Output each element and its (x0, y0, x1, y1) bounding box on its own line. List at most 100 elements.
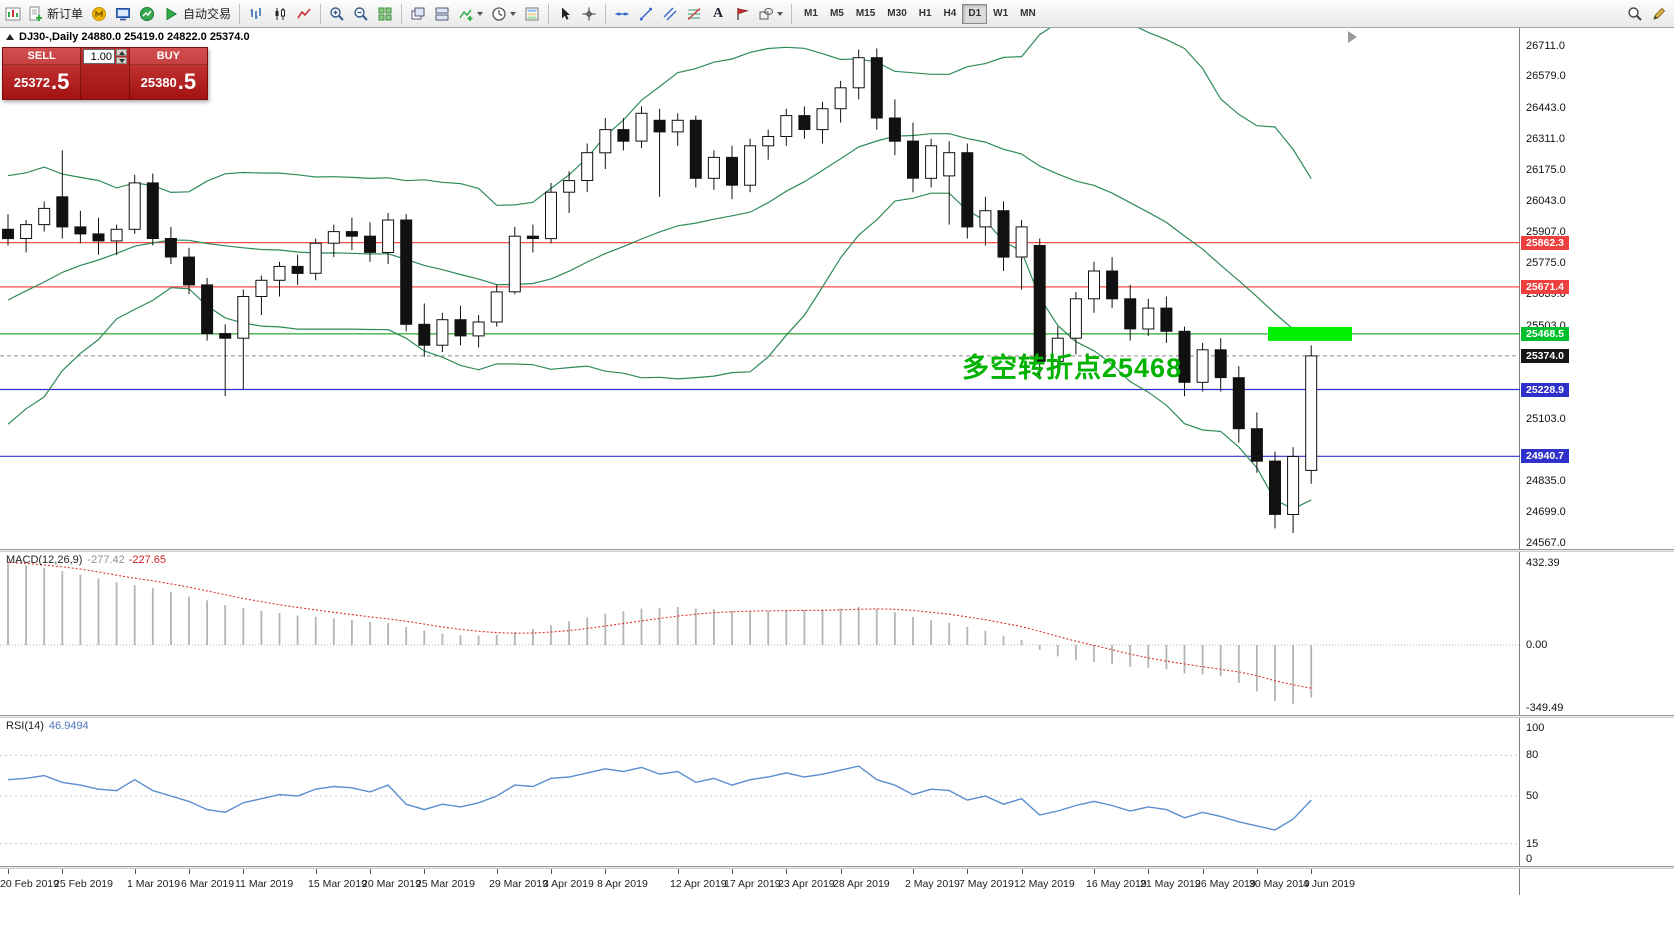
new-order-button[interactable]: 新订单 (23, 2, 87, 26)
zoom-in-button[interactable] (325, 2, 349, 26)
time-axis-label: 7 May 2019 (959, 878, 1014, 890)
indicators-button[interactable] (454, 2, 487, 26)
indicators-caret-icon (477, 11, 484, 16)
highlight-zone[interactable] (1268, 326, 1352, 341)
time-axis-label: 11 Mar 2019 (235, 878, 294, 890)
tile-windows-button[interactable] (373, 2, 397, 26)
chart-shift-marker[interactable] (1348, 31, 1357, 43)
timeframe-mn-button[interactable]: MN (1014, 4, 1042, 24)
timeframe-m30-button[interactable]: M30 (881, 4, 912, 24)
chart-title-ohlc: DJ30-,Daily 24880.0 25419.0 24822.0 2537… (19, 31, 250, 43)
main-plot: DJ30-,Daily 24880.0 25419.0 24822.0 2537… (0, 28, 1520, 549)
macd-axis[interactable]: 432.39 0.00 -349.49 (1520, 552, 1674, 715)
buy-label: BUY (129, 48, 207, 65)
templates-button[interactable] (520, 2, 544, 26)
timeframe-w1-button[interactable]: W1 (987, 4, 1014, 24)
line-chart-button[interactable] (292, 2, 316, 26)
label-button[interactable] (730, 2, 754, 26)
edit-button[interactable] (1647, 2, 1671, 26)
axis-value-label: 0 (1526, 853, 1533, 865)
fibonacci-button[interactable] (682, 2, 706, 26)
chart-annotation: 多空转折点25468 (962, 353, 1183, 383)
axis-value-label: 25907.0 (1526, 226, 1566, 239)
timeframe-h4-button[interactable]: H4 (938, 4, 963, 24)
channel-button[interactable] (658, 2, 682, 26)
auto-trading-label: 自动交易 (183, 7, 232, 21)
price-badge: 25228.9 (1521, 382, 1569, 397)
main-chart-panel: DJ30-,Daily 24880.0 25419.0 24822.0 2537… (0, 28, 1674, 549)
time-axis[interactable]: 20 Feb 2019 25 Feb 2019 1 Mar 2019 6 Mar 20… (0, 869, 1520, 895)
arrange-windows-button[interactable] (430, 2, 454, 26)
new-order-label: 新订单 (47, 7, 84, 21)
metaeditor-button[interactable] (111, 2, 135, 26)
auto-trading-button[interactable]: 自动交易 (159, 2, 235, 26)
volume-increase-button[interactable] (116, 49, 127, 56)
search-button[interactable] (1623, 2, 1647, 26)
time-tick (497, 869, 498, 874)
timeframe-m15-button[interactable]: M15 (850, 4, 881, 24)
axis-value-label: 15 (1526, 837, 1539, 850)
metaeditor-icon (116, 7, 131, 20)
candlestick-chart-button[interactable] (268, 2, 292, 26)
macd-chart[interactable] (0, 552, 1520, 715)
rsi-chart[interactable] (0, 718, 1520, 866)
search-icon (1628, 6, 1642, 21)
periods-button[interactable] (487, 2, 520, 26)
zoom-out-button[interactable] (349, 2, 373, 26)
panel-splitter[interactable] (0, 549, 1674, 552)
time-axis-label: 12 Apr 2019 (670, 878, 727, 890)
time-tick (786, 869, 787, 874)
timeframe-m5-button[interactable]: M5 (824, 4, 850, 24)
candlestick-chart[interactable] (0, 28, 1520, 549)
price-badge: 25671.4 (1521, 279, 1569, 294)
time-tick (841, 869, 842, 874)
time-axis-label: 25 Feb 2019 (54, 878, 113, 890)
timeframe-d1-button[interactable]: D1 (962, 3, 988, 24)
time-tick (1022, 869, 1023, 874)
shapes-button[interactable] (754, 2, 787, 26)
cascade-windows-button[interactable] (406, 2, 430, 26)
toolbar-separator (401, 3, 403, 24)
rsi-axis[interactable]: 100 80 50 15 0 (1520, 718, 1674, 866)
text-button[interactable]: A (706, 2, 730, 26)
timeframe-h1-button[interactable]: H1 (913, 4, 938, 24)
time-tick (913, 869, 914, 874)
time-axis-label: 23 Apr 2019 (778, 878, 835, 890)
axis-value-label: 25775.0 (1526, 256, 1566, 269)
axis-value-label: 26043.0 (1526, 194, 1566, 207)
axis-value-label: 26175.0 (1526, 164, 1566, 177)
price-axis[interactable]: 26711.0 26579.0 26443.0 26311.0 26175.0 26043… (1520, 28, 1674, 549)
axis-value-label: 432.39 (1526, 556, 1560, 569)
time-tick (316, 869, 317, 874)
panel-splitter[interactable] (0, 866, 1674, 869)
sell-button[interactable]: SELL 25372.5 (3, 48, 81, 99)
volume-decrease-button[interactable] (116, 57, 127, 64)
axis-value-label: 50 (1526, 790, 1539, 802)
panel-splitter[interactable] (0, 715, 1674, 718)
macd-main-value: -277.42 (87, 554, 125, 566)
toolbar-separator (548, 3, 550, 24)
candlestick-chart-icon (275, 7, 286, 20)
hline-button[interactable] (610, 2, 634, 26)
rsi-plot: RSI(14) 46.9494 (0, 718, 1520, 866)
zoom-out-icon (354, 6, 368, 21)
axis-value-label: 24699.0 (1526, 506, 1566, 519)
time-tick (370, 869, 371, 874)
clock-icon (492, 6, 506, 21)
metaquotes-button[interactable] (87, 2, 111, 26)
market-watch-button[interactable] (135, 2, 159, 26)
time-axis-label: 6 Mar 2019 (181, 878, 235, 890)
toolbar-separator (239, 3, 241, 24)
crosshair-button[interactable] (577, 2, 601, 26)
buy-button[interactable]: BUY 25380.5 (129, 48, 207, 99)
cursor-button[interactable] (553, 2, 577, 26)
new-order-icon (29, 6, 42, 21)
macd-signal-line (7, 561, 1312, 689)
trendline-button[interactable] (634, 2, 658, 26)
time-tick (732, 869, 733, 874)
bar-chart-button[interactable] (244, 2, 268, 26)
axis-value-label: 26711.0 (1526, 39, 1565, 52)
timeframe-m1-button[interactable]: M1 (798, 4, 824, 24)
volume-input[interactable] (83, 49, 115, 64)
one-click-collapse-icon[interactable] (6, 34, 14, 40)
